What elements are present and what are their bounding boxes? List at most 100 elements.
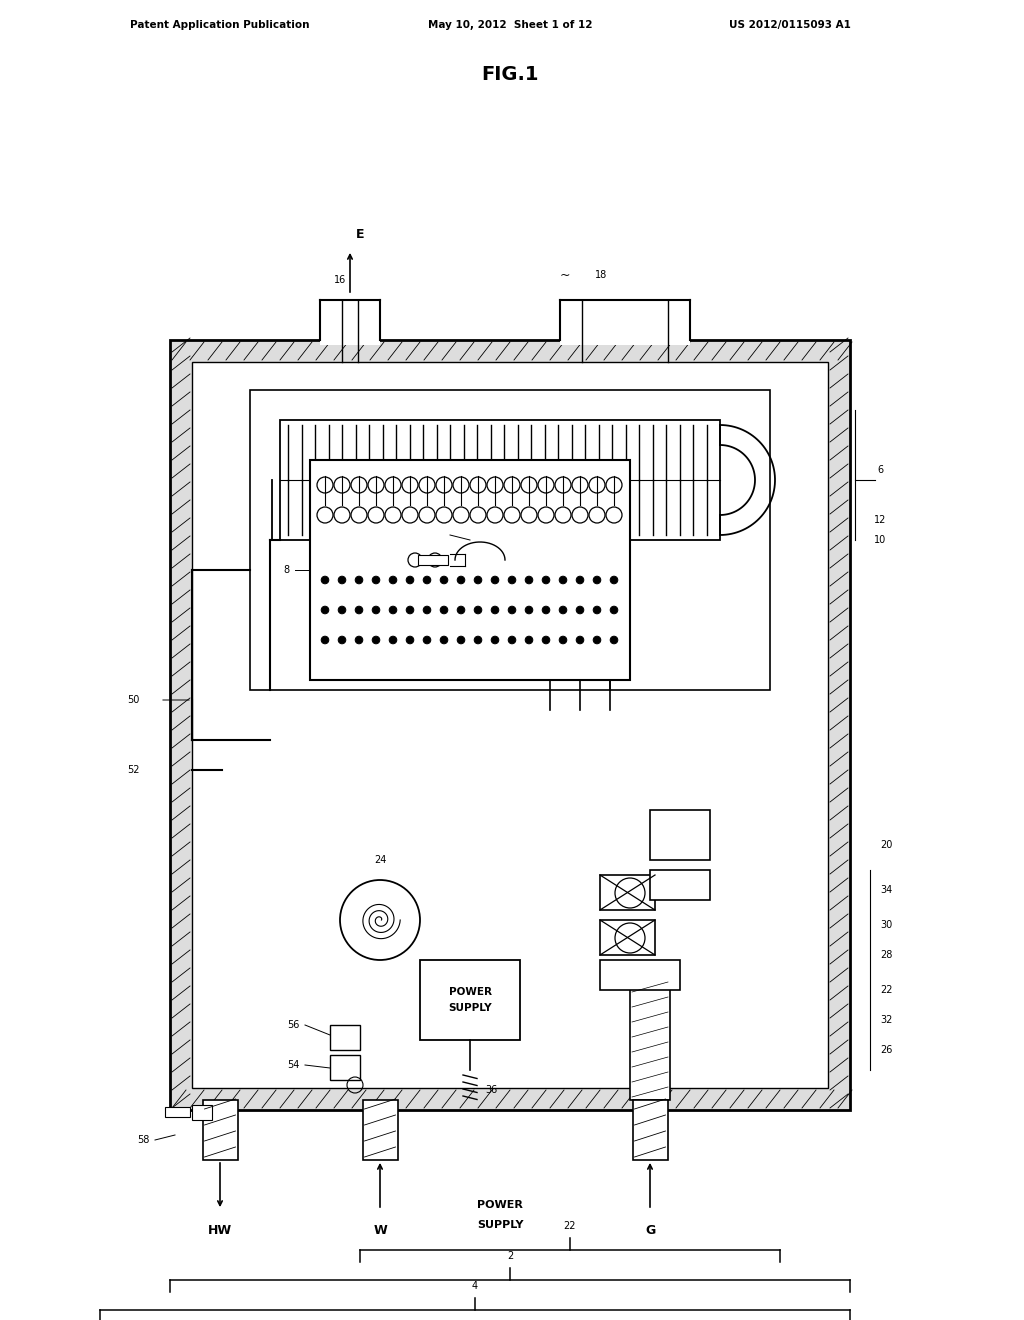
Circle shape [492,636,499,644]
Bar [193,362,828,1088]
Circle shape [355,606,362,614]
Circle shape [492,606,499,614]
Bar [630,979,670,1100]
Bar [330,1026,360,1049]
Circle shape [372,606,380,614]
Text: 50: 50 [128,696,140,705]
Circle shape [389,636,397,644]
Circle shape [389,577,397,583]
Bar [418,554,449,565]
Circle shape [559,577,567,583]
Bar [193,1105,212,1119]
Text: 36: 36 [485,1085,498,1096]
Circle shape [423,577,431,583]
Text: G: G [645,1224,655,1237]
Circle shape [322,636,329,644]
Circle shape [440,636,447,644]
Text: SUPPLY: SUPPLY [449,1003,492,1012]
Text: 20: 20 [880,840,892,850]
Bar [250,389,770,690]
Bar [362,1100,397,1160]
Text: 30: 30 [880,920,892,931]
Text: W: W [373,1224,387,1237]
Circle shape [577,577,584,583]
Circle shape [542,577,550,583]
Circle shape [389,606,397,614]
Text: ~: ~ [560,268,570,281]
Circle shape [407,606,414,614]
Text: E: E [341,624,349,635]
Circle shape [440,577,447,583]
Circle shape [474,577,482,583]
Circle shape [593,577,601,583]
Bar [600,875,655,909]
Bar [330,1055,360,1080]
Bar [650,810,710,861]
Bar [203,1100,238,1160]
Circle shape [338,606,346,614]
Text: 58: 58 [137,1135,150,1144]
Circle shape [407,636,414,644]
Circle shape [457,577,465,583]
Bar [319,313,380,345]
Circle shape [338,577,346,583]
Text: 24: 24 [374,855,386,865]
Text: HW: HW [208,1224,232,1237]
Circle shape [525,636,532,644]
Text: POWER: POWER [449,987,492,997]
Circle shape [577,636,584,644]
Bar [280,420,720,540]
Text: 22: 22 [564,1221,577,1232]
Text: 10: 10 [873,535,886,545]
Circle shape [322,577,329,583]
Bar [600,960,680,990]
Circle shape [610,636,617,644]
Circle shape [322,606,329,614]
Text: 16: 16 [334,275,346,285]
Circle shape [593,636,601,644]
Circle shape [423,606,431,614]
Bar [165,1107,190,1117]
Circle shape [338,636,346,644]
Text: SUPPLY: SUPPLY [477,1220,523,1230]
Circle shape [525,577,532,583]
Circle shape [457,636,465,644]
Bar [193,362,828,1088]
Circle shape [610,577,617,583]
Circle shape [525,606,532,614]
Bar [170,341,850,1110]
Circle shape [474,606,482,614]
Circle shape [440,606,447,614]
Circle shape [508,577,516,583]
Text: FIG.1: FIG.1 [481,66,539,84]
Bar [310,459,630,680]
Text: 52: 52 [128,766,140,775]
Text: 14: 14 [439,527,452,537]
Text: 26: 26 [880,1045,892,1055]
Circle shape [457,606,465,614]
Text: 34: 34 [880,884,892,895]
Circle shape [577,606,584,614]
Circle shape [542,606,550,614]
Bar [560,313,690,345]
Circle shape [372,577,380,583]
Circle shape [355,577,362,583]
Text: May 10, 2012  Sheet 1 of 12: May 10, 2012 Sheet 1 of 12 [428,20,592,30]
Text: 6: 6 [877,465,883,475]
Text: 8: 8 [284,565,290,576]
Circle shape [423,636,431,644]
Circle shape [593,606,601,614]
Text: POWER: POWER [477,1200,523,1210]
Text: 56: 56 [288,1020,300,1030]
Text: 2: 2 [507,1251,513,1261]
Text: 12: 12 [873,515,886,525]
Circle shape [508,636,516,644]
Text: 54: 54 [288,1060,300,1071]
Text: 32: 32 [880,1015,892,1026]
Bar [650,870,710,900]
Text: E: E [355,228,365,242]
Circle shape [372,636,380,644]
Bar [420,960,520,1040]
Text: US 2012/0115093 A1: US 2012/0115093 A1 [729,20,851,30]
Circle shape [492,577,499,583]
